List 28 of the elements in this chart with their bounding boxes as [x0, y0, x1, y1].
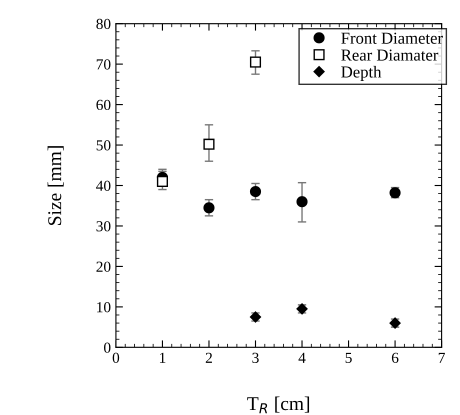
y-tick-label: 10: [97, 302, 110, 312]
point: [250, 56, 262, 68]
x-tick-label: 3: [252, 352, 259, 363]
x-tick-label: 2: [206, 352, 212, 363]
y-tick-label: 70: [96, 59, 110, 70]
y-tick-label: 50: [96, 140, 110, 150]
x-tick-label: 0: [112, 352, 120, 363]
point: [203, 138, 215, 150]
point: [296, 196, 308, 208]
y-axis-title: Size [mm]: [48, 146, 64, 225]
y-tick-label: 0: [104, 342, 110, 353]
x-tick-label: 7: [438, 352, 445, 363]
y-tick-label: 80: [96, 18, 110, 30]
point: [156, 176, 168, 188]
y-tick-label: 30: [96, 221, 110, 232]
point: [203, 202, 215, 214]
x-tick-label: 5: [346, 352, 352, 363]
legend-label: Depth: [341, 66, 382, 81]
x-tick-label: 6: [392, 352, 398, 363]
x-axis-title: T$_{R}$ [cm]: [247, 396, 310, 414]
x-tick-label: 4: [298, 352, 306, 363]
x-tick-label: 1: [160, 352, 166, 363]
y-tick-label: 40: [96, 180, 110, 191]
y-tick-label: 60: [96, 100, 110, 110]
y-tick-label: 20: [96, 262, 110, 272]
point: [250, 186, 262, 198]
legend-label: Rear Diamater: [341, 50, 438, 61]
legend-label: Front Diameter: [341, 32, 443, 44]
